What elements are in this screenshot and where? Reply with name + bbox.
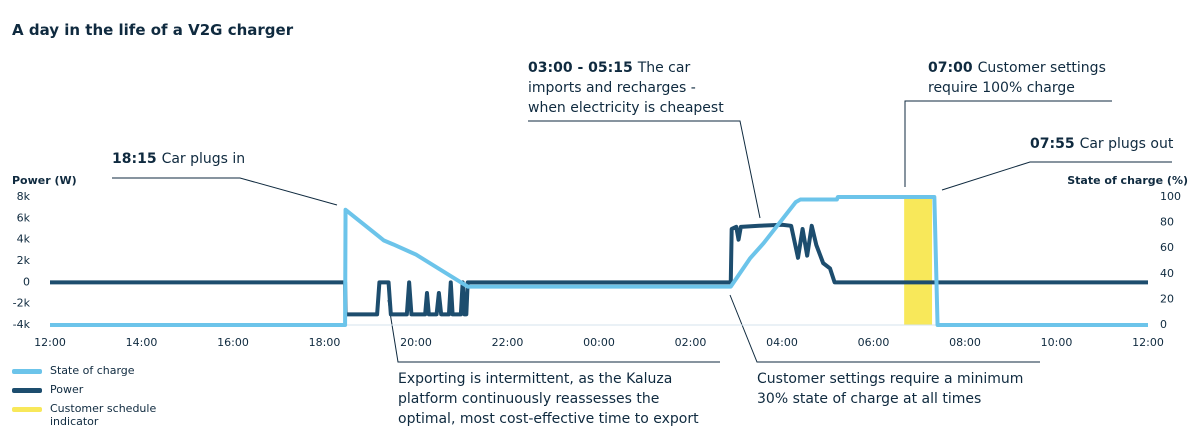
- annotation: Exporting is intermittent, as the Kaluza: [398, 371, 672, 387]
- legend-swatch: [12, 407, 42, 412]
- x-tick-label: 04:00: [766, 336, 798, 349]
- annotation-time: 18:15: [112, 151, 157, 167]
- x-tick-label: 18:00: [309, 336, 341, 349]
- leader-line: [112, 177, 338, 206]
- x-tick-label: 16:00: [217, 336, 249, 349]
- x-tick-label: 14:00: [126, 336, 158, 349]
- schedule-indicator: [904, 197, 933, 325]
- y2-tick-label: 40: [1160, 267, 1174, 280]
- legend-label: Power: [50, 383, 84, 396]
- y2-axis-label: State of charge (%): [1067, 174, 1188, 187]
- annotation-time: 07:00: [928, 60, 973, 76]
- y2-tick-label: 100: [1160, 190, 1181, 203]
- x-tick-label: 08:00: [949, 336, 981, 349]
- series-line: [50, 222, 1148, 317]
- annotation-text: Exporting is intermittent, as the Kaluza: [398, 371, 672, 387]
- annotation: Customer settings require a minimum: [757, 371, 1023, 387]
- annotation-text: require 100% charge: [928, 80, 1075, 96]
- legend-swatch: [12, 388, 42, 393]
- y-axis-label: Power (W): [12, 174, 77, 187]
- leader-line: [729, 294, 1040, 363]
- annotation-time: 03:00 - 05:15: [528, 60, 633, 76]
- y-tick-label: 6k: [17, 211, 31, 224]
- legend-item: Power: [12, 383, 180, 396]
- legend-label: Customer schedule indicator: [50, 402, 157, 428]
- annotation-text: The car: [637, 60, 691, 76]
- x-tick-label: 06:00: [858, 336, 890, 349]
- y2-tick-label: 60: [1160, 241, 1174, 254]
- leader-line: [941, 161, 1172, 191]
- annotation-text: Car plugs out: [1080, 136, 1174, 152]
- x-tick-label: 12:00: [34, 336, 66, 349]
- y-tick-label: 4k: [17, 233, 31, 246]
- annotation: platform continuously reassesses the: [398, 391, 659, 407]
- leader-line: [528, 120, 761, 219]
- x-tick-label: 22:00: [492, 336, 524, 349]
- leader-lines: [112, 100, 1172, 363]
- leader-line: [904, 100, 1112, 187]
- annotation: 30% state of charge at all times: [757, 391, 981, 407]
- annotation-text: optimal, most cost-effective time to exp…: [398, 411, 699, 427]
- x-tick-label: 20:00: [400, 336, 432, 349]
- annotation-text: platform continuously reassesses the: [398, 391, 659, 407]
- annotation-text: Customer settings require a minimum: [757, 371, 1023, 387]
- x-tick-label: 12:00: [1132, 336, 1164, 349]
- annotation: require 100% charge: [928, 80, 1075, 96]
- annotation-text: when electricity is cheapest: [528, 100, 724, 116]
- x-tick-label: 10:00: [1041, 336, 1073, 349]
- chart-title: A day in the life of a V2G charger: [12, 21, 294, 39]
- y2-tick-label: 0: [1160, 318, 1167, 331]
- y-tick-label: -4k: [13, 318, 31, 331]
- y-tick-label: 0: [23, 275, 30, 288]
- annotation: imports and recharges -: [528, 80, 696, 96]
- x-tick-label: 00:00: [583, 336, 615, 349]
- annotation: 07:55 Car plugs out: [1030, 136, 1174, 152]
- y-tick-label: 8k: [17, 190, 31, 203]
- legend: State of charge Power Customer schedule in…: [12, 364, 180, 434]
- legend-item: State of charge: [12, 364, 180, 377]
- leader-line: [387, 299, 720, 363]
- legend-item: Customer schedule indicator: [12, 402, 180, 428]
- annotation-text: Customer settings: [978, 60, 1106, 76]
- annotation-text: imports and recharges -: [528, 80, 696, 96]
- annotation: 07:00 Customer settings: [928, 60, 1106, 76]
- x-tick-label: 02:00: [675, 336, 707, 349]
- annotation-text: 30% state of charge at all times: [757, 391, 981, 407]
- series-line: [50, 195, 1148, 327]
- annotation-time: 07:55: [1030, 136, 1075, 152]
- y2-tick-label: 20: [1160, 292, 1174, 305]
- legend-swatch: [12, 369, 42, 374]
- annotation: 03:00 - 05:15 The car: [528, 60, 690, 76]
- y-tick-label: 2k: [17, 254, 31, 267]
- annotation: 18:15 Car plugs in: [112, 151, 245, 167]
- annotation: optimal, most cost-effective time to exp…: [398, 411, 699, 427]
- y-tick-label: -2k: [13, 297, 31, 310]
- y2-tick-label: 80: [1160, 216, 1174, 229]
- annotation: when electricity is cheapest: [528, 100, 724, 116]
- legend-label: State of charge: [50, 364, 135, 377]
- annotation-text: Car plugs in: [162, 151, 246, 167]
